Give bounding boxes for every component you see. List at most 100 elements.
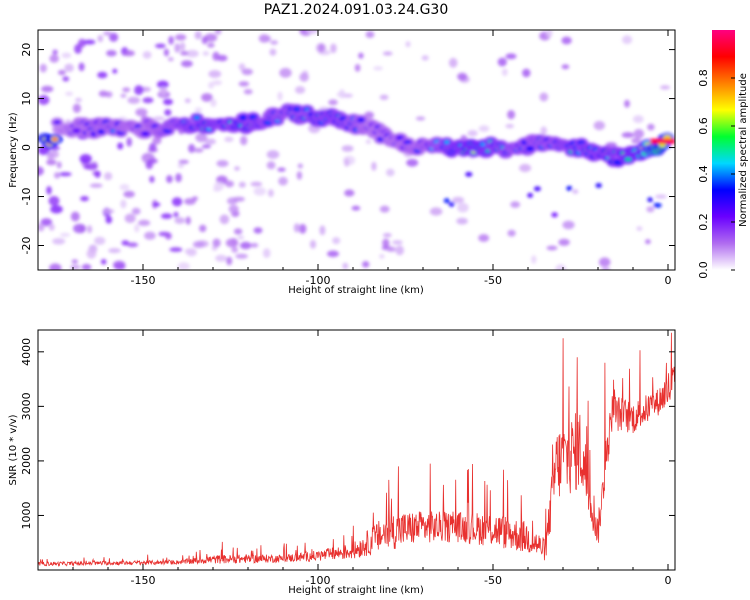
spectrogram-speckle xyxy=(97,71,108,79)
spectrogram-speckle xyxy=(558,238,570,246)
spectrogram-speckle xyxy=(382,51,393,56)
spectrogram-speckle xyxy=(293,223,300,233)
colorbar-tick-label: 0.0 xyxy=(697,261,710,279)
spectrogram-ridge-blob xyxy=(526,147,534,151)
spectrogram-speckle xyxy=(163,98,173,106)
spectrogram-speckle xyxy=(152,202,161,207)
spectrogram-speckle xyxy=(50,205,63,214)
spectrogram-speckle xyxy=(39,63,47,73)
spectrogram-speckle xyxy=(204,138,216,145)
spectrogram-speckle xyxy=(120,199,127,209)
spectrogram-speckle xyxy=(225,180,234,188)
spectrogram-speckle xyxy=(605,142,617,148)
spectrogram-speckle xyxy=(386,168,395,177)
spectrogram-speckle xyxy=(166,175,173,184)
snr-x-axis: -150 -100 -50 0 xyxy=(37,330,672,587)
spectrogram-side-blob xyxy=(443,198,450,204)
spectrogram-speckle xyxy=(49,263,62,270)
spectrogram-speckle xyxy=(52,238,66,245)
spectrogram-speckle xyxy=(382,233,392,238)
spectrogram-speckle xyxy=(240,135,248,146)
spectrogram-speckle xyxy=(49,54,59,63)
spectrogram-speckle xyxy=(46,151,55,161)
spectrogram-speckle xyxy=(507,110,516,120)
spectrogram-speckle xyxy=(169,247,183,252)
spectrogram-speckle xyxy=(373,66,383,71)
spectrogram-speckle xyxy=(207,42,215,48)
x-tick-label: -150 xyxy=(131,274,156,287)
spectrogram-speckle xyxy=(339,89,345,99)
spectrogram-speckle xyxy=(519,163,532,173)
spectrogram-side-blob xyxy=(566,185,573,191)
spectrogram-speckle xyxy=(83,164,91,170)
spectrogram-side-blob xyxy=(647,197,653,203)
spectrogram-speckle xyxy=(142,51,152,59)
colorbar-label: Normalized spectral amplitude xyxy=(738,73,749,227)
spectrogram-speckle xyxy=(215,254,228,262)
spectrogram-speckle xyxy=(58,172,72,177)
spectrogram-speckle xyxy=(501,68,508,76)
spectrogram-speckle xyxy=(448,57,458,68)
spectrogram-speckle xyxy=(365,139,371,144)
spectrogram-x-axis: -150 -100 -50 0 xyxy=(37,30,672,287)
y-tick-label: 20 xyxy=(20,43,33,57)
spectrogram-speckle xyxy=(134,85,144,96)
spectrogram-speckle xyxy=(636,226,643,232)
spectrogram-heatmap xyxy=(38,30,675,270)
spectrogram-speckle xyxy=(232,196,245,202)
spectrogram-speckle xyxy=(216,160,229,167)
spectrogram-ridge-blob xyxy=(165,129,170,133)
spectrogram-speckle xyxy=(86,225,93,234)
spectrogram-speckle xyxy=(213,187,221,192)
spectrogram-speckle xyxy=(208,70,222,78)
x-tick-label: -50 xyxy=(484,574,502,587)
spectrogram-speckle xyxy=(201,36,208,45)
spectrogram-speckle xyxy=(555,264,567,270)
spectrogram-speckle xyxy=(510,201,521,208)
spectrogram-speckle xyxy=(599,257,611,268)
spectrogram-ridge-blob xyxy=(240,116,247,120)
spectrogram-speckle xyxy=(178,159,189,164)
spectrogram-speckle xyxy=(86,248,97,259)
spectrogram-speckle xyxy=(358,52,364,59)
spectrogram-speckle xyxy=(38,223,45,232)
spectrogram-speckle xyxy=(250,181,263,187)
x-tick-label: -50 xyxy=(484,274,502,287)
spectrogram-side-blob xyxy=(533,186,541,192)
spectrogram-speckle xyxy=(185,216,191,225)
spectrogram-speckle xyxy=(102,209,115,214)
spectrogram-speckle xyxy=(153,116,166,121)
spectrogram-speckle xyxy=(186,248,197,257)
spectrogram-speckle xyxy=(177,163,184,169)
spectrogram-y-label: Frequency (Hz) xyxy=(8,112,19,188)
spectrogram-speckle xyxy=(94,236,106,245)
spectrogram-speckle xyxy=(268,189,274,198)
spectrogram-ridge-blob xyxy=(624,157,632,161)
spectrogram-speckle xyxy=(306,30,319,35)
spectrogram-speckle xyxy=(57,69,66,76)
spectrogram-ridge-blob xyxy=(294,107,300,111)
spectrogram-speckle xyxy=(263,35,271,42)
spectrogram-speckle xyxy=(152,136,162,145)
spectrogram-ridge-blob xyxy=(73,129,81,133)
y-tick-label: 1000 xyxy=(20,501,33,529)
spectrogram-speckle xyxy=(219,214,230,225)
spectrogram-speckle xyxy=(71,259,79,264)
spectrogram-speckle xyxy=(59,232,71,237)
spectrogram-ridge-blob xyxy=(97,130,105,134)
spectrogram-speckle xyxy=(214,30,222,35)
spectrogram-ridge-blob xyxy=(304,108,310,112)
spectrogram-speckle xyxy=(123,50,135,57)
spectrogram-speckle xyxy=(601,267,611,270)
spectrogram-speckle xyxy=(54,172,61,179)
spectrogram-speckle xyxy=(497,57,507,67)
spectrogram-speckle xyxy=(225,238,239,248)
spectrogram-speckle xyxy=(72,103,81,114)
spectrogram-speckle xyxy=(660,85,671,90)
spectrogram-speckle xyxy=(78,38,86,48)
spectrogram-speckle xyxy=(94,170,101,178)
spectrogram-speckle xyxy=(61,52,72,59)
y-tick-label: 10 xyxy=(20,92,33,106)
spectrogram-speckle xyxy=(201,144,211,149)
